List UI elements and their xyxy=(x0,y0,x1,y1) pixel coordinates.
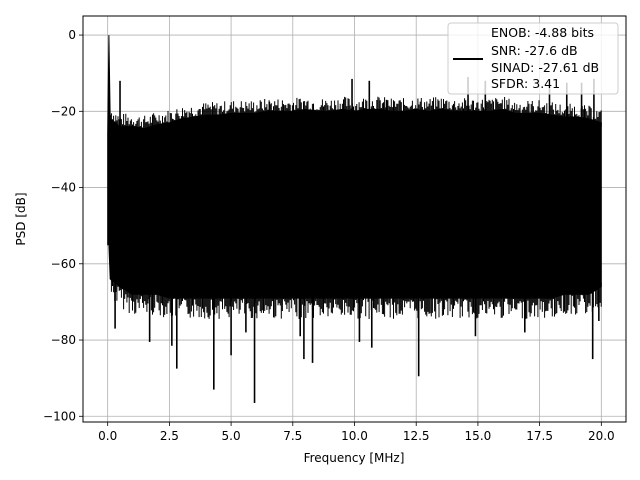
y-tick-label: −100 xyxy=(43,409,76,423)
x-tick-label: 20.0 xyxy=(588,429,615,443)
x-tick-label: 15.0 xyxy=(465,429,492,443)
y-tick-label: −60 xyxy=(51,257,76,271)
psd-fringe xyxy=(110,96,602,319)
y-tick-label: 0 xyxy=(68,28,76,42)
x-tick-label: 17.5 xyxy=(526,429,553,443)
y-tick-label: −20 xyxy=(51,104,76,118)
legend-snr: SNR: -27.6 dB xyxy=(491,43,578,58)
plot-area xyxy=(107,35,602,403)
y-tick-label: −40 xyxy=(51,181,76,195)
x-tick-label: 12.5 xyxy=(403,429,430,443)
x-axis-label: Frequency [MHz] xyxy=(304,451,405,465)
x-tick-label: 10.0 xyxy=(341,429,368,443)
x-tick-label: 7.5 xyxy=(283,429,302,443)
x-tick-label: 2.5 xyxy=(160,429,179,443)
legend-box xyxy=(447,22,619,95)
y-axis-label: PSD [dB] xyxy=(14,192,28,245)
x-tick-label: 0.0 xyxy=(98,429,117,443)
legend-sfdr: SFDR: 3.41 xyxy=(491,76,560,91)
legend-sinad: SINAD: -27.61 dB xyxy=(491,60,599,75)
legend: ENOB: -4.88 bits SNR: -27.6 dB SINAD: -2… xyxy=(447,22,619,95)
x-tick-label: 5.0 xyxy=(222,429,241,443)
legend-enob: ENOB: -4.88 bits xyxy=(491,25,594,40)
axis-ticks: 0.0 2.5 5.0 7.5 10.0 12.5 15.0 17.5 20.0 0 −20 −40 −… xyxy=(43,28,615,443)
y-tick-label: −80 xyxy=(51,333,76,347)
